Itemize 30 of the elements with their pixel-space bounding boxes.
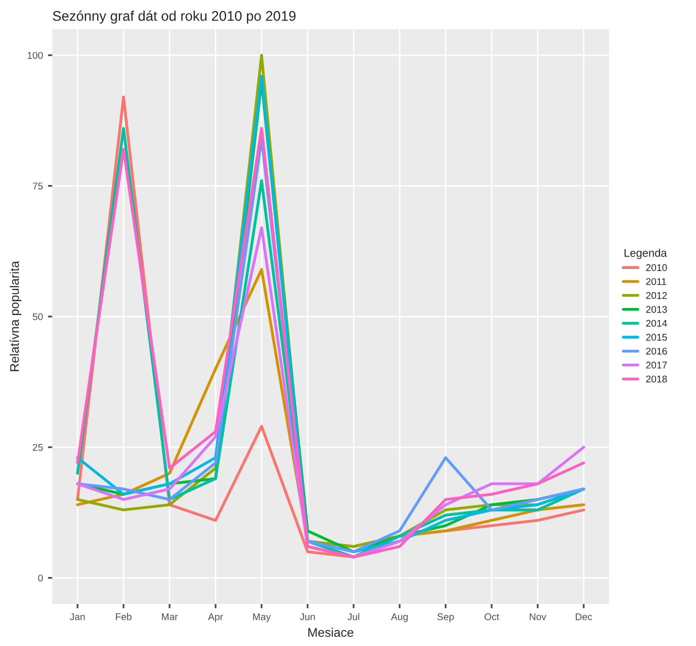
y-tick-label: 50 [32,313,43,320]
legend-label: 2012 [646,292,667,299]
y-axis-title: Relatívna popularita [10,260,22,372]
x-tick-label: Aug [390,613,408,622]
legend-label: 2015 [646,334,667,341]
legend-label: 2017 [646,362,667,369]
x-tick-label: Jul [348,613,360,620]
legend-label: 2010 [646,264,667,272]
x-tick-label: Jun [300,613,315,620]
x-tick-label: Jan [70,613,85,620]
x-tick-label: Sep [437,613,454,622]
legend-label: 2013 [646,306,667,313]
y-tick-label: 75 [32,182,43,190]
x-tick-label: Oct [484,613,500,620]
x-tick-label: Feb [116,613,132,620]
x-tick-label: Apr [208,613,223,622]
x-tick-label: Dec [576,613,592,620]
legend-title: Legenda [624,248,667,260]
x-tick-label: Mar [162,613,178,620]
legend-label: 2011 [646,278,666,285]
chart-title: Sezónny graf dát od roku 2010 po 2019 [52,10,296,24]
legend-label: 2014 [646,320,668,327]
legend-label: 2018 [646,376,667,382]
legend-label: 2016 [646,348,667,355]
y-tick-label: 25 [32,444,43,451]
x-tick-label: Nov [530,613,546,620]
y-tick-label: 100 [28,52,43,59]
y-tick-label: 0 [38,574,43,582]
x-tick-label: May [253,613,271,622]
x-axis-title: Mesiace [308,628,354,637]
